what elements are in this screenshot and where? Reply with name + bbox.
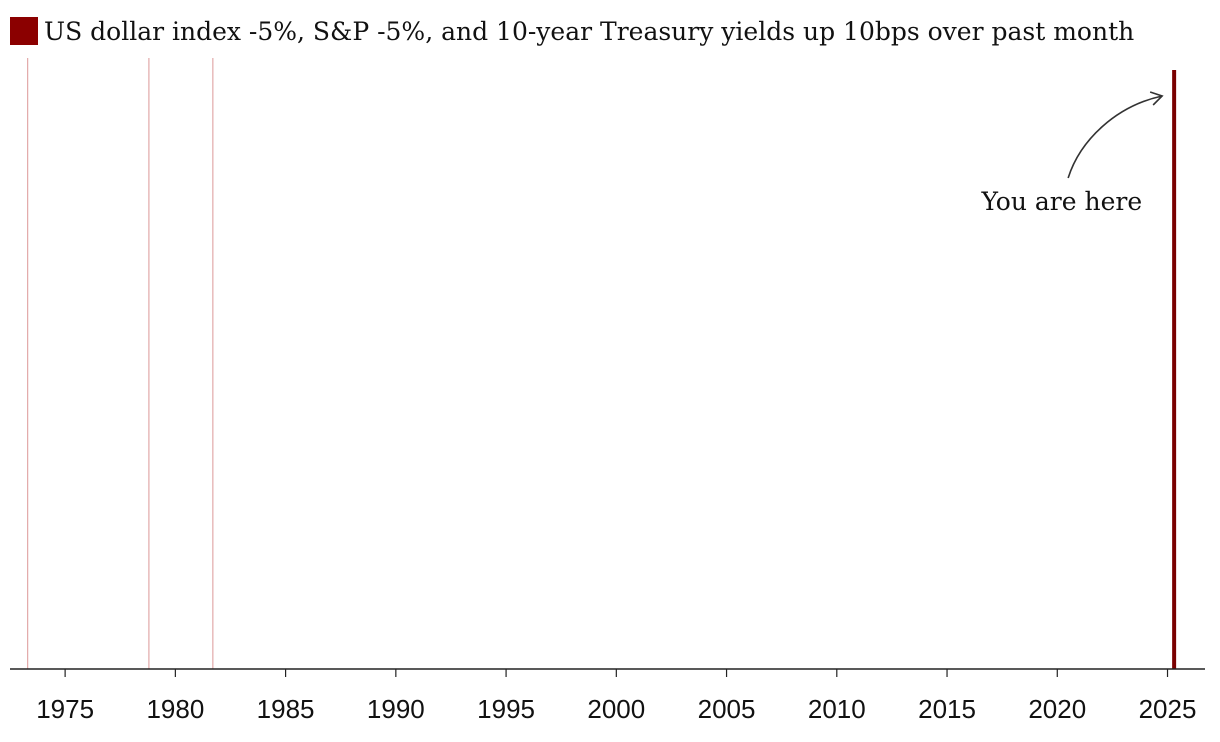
x-tick-label-2000: 2000 [587,694,645,724]
x-tick-label-1980: 1980 [146,694,204,724]
x-tick-label-2015: 2015 [918,694,976,724]
annotation-arrow [1067,95,1163,179]
legend: US dollar index -5%, S&P -5%, and 10-yea… [10,14,1134,48]
legend-label: US dollar index -5%, S&P -5%, and 10-yea… [44,16,1135,46]
x-tick-label-2005: 2005 [698,694,756,724]
legend-swatch [10,17,38,45]
x-tick-label-1990: 1990 [367,694,425,724]
x-axis-ticks: 1975 1980 1985 1990 1995 2000 2005 2010 2015 2020… [36,669,1196,724]
annotation-arrowhead [1149,91,1164,106]
event-lines [27,58,1177,669]
x-tick-label-1995: 1995 [477,694,535,724]
you-are-here-annotation: You are here [980,91,1164,216]
x-tick-label-1985: 1985 [257,694,315,724]
x-tick-label-1975: 1975 [36,694,94,724]
x-tick-label-2025: 2025 [1139,694,1197,724]
annotation-text: You are here [980,187,1142,216]
x-tick-label-2010: 2010 [808,694,866,724]
x-tick-label-2020: 2020 [1028,694,1086,724]
